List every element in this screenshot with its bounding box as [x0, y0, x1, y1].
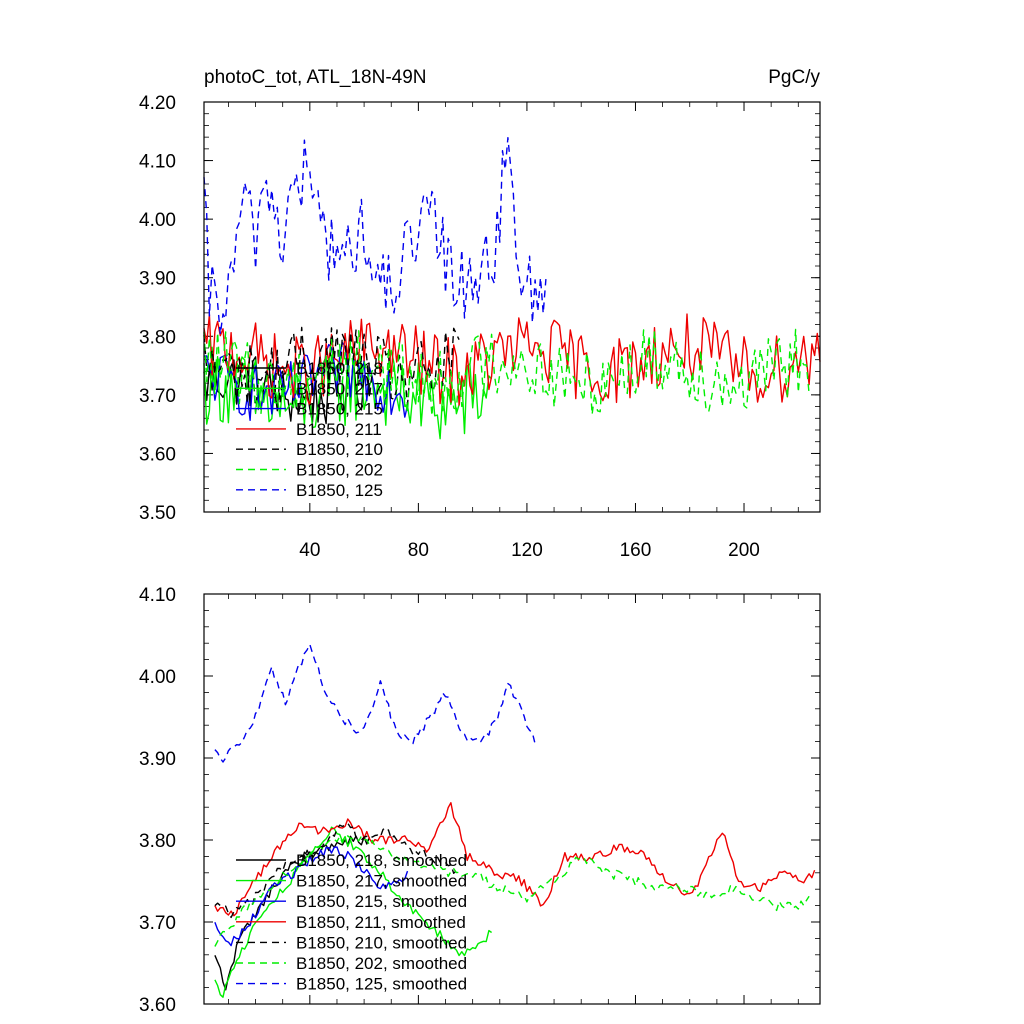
- y-tick-label: 3.80: [139, 327, 176, 348]
- x-tick-label: 40: [299, 540, 320, 561]
- legend-label-b1850-210: B1850, 210: [296, 440, 383, 459]
- bottom-legend: B1850, 218, smoothed B1850, 217, smoothed…: [236, 851, 467, 994]
- x-tick-label: 80: [408, 540, 429, 561]
- series-line-b1850-125-smoothed: [214, 643, 536, 763]
- series-line-b1850-215: [203, 342, 409, 421]
- x-tick-label: 200: [728, 540, 760, 561]
- x-tick-label: 120: [511, 540, 543, 561]
- legend-label-b1850-202-smoothed: B1850, 202, smoothed: [296, 954, 467, 973]
- bottom-panel: 3.60 3.70 3.80 3.90 4.00 4.10 B1850, 218, smo…: [139, 585, 821, 1016]
- series-line-b1850-210-smoothed: [214, 822, 460, 919]
- series-line-b1850-202: [203, 328, 810, 417]
- y-tick-label: 3.90: [139, 749, 176, 770]
- legend-label-b1850-125-smoothed: B1850, 125, smoothed: [296, 975, 467, 994]
- top-plot-frame: [203, 101, 821, 513]
- x-tick-label: 160: [620, 540, 652, 561]
- y-tick-label: 3.80: [139, 831, 176, 852]
- bottom-series-lines: [214, 643, 816, 998]
- y-tick-label: 3.50: [139, 503, 176, 524]
- legend-label-b1850-215: B1850, 215: [296, 400, 383, 419]
- y-tick-label: 3.60: [139, 444, 176, 465]
- y-tick-label: 3.70: [139, 913, 176, 934]
- legend-label-b1850-210-smoothed: B1850, 210, smoothed: [296, 933, 467, 952]
- chart-title: photoC_tot, ATL_18N-49N: [204, 67, 427, 88]
- legend-label-b1850-217: B1850, 217: [296, 379, 383, 398]
- series-line-b1850-218: [203, 356, 371, 425]
- bottom-axis-ticks: 3.60 3.70 3.80 3.90 4.00 4.10: [139, 585, 820, 1016]
- series-line-b1850-215-smoothed: [214, 846, 409, 947]
- series-line-b1850-211: [203, 313, 821, 406]
- y-tick-label: 4.10: [139, 152, 176, 173]
- legend-label-b1850-218-smoothed: B1850, 218, smoothed: [296, 851, 467, 870]
- y-tick-label: 3.70: [139, 386, 176, 407]
- y-tick-label: 4.00: [139, 210, 176, 231]
- legend-label-b1850-217-smoothed: B1850, 217, smoothed: [296, 872, 467, 891]
- series-line-b1850-210: [203, 326, 460, 413]
- top-series-lines: [203, 137, 821, 440]
- legend-label-b1850-211-smoothed: B1850, 211, smoothed: [296, 913, 466, 932]
- top-panel: photoC_tot, ATL_18N-49N PgC/y 3.503.603.…: [139, 67, 821, 561]
- legend-label-b1850-202: B1850, 202: [296, 461, 383, 480]
- top-axis-ticks: 3.50 3.60 3.70 3.80 3.90 4.00 4.10 4.20 40 80 120 1…: [139, 93, 820, 561]
- series-line-b1850-211-smoothed: [214, 802, 816, 917]
- legend-label-b1850-215-smoothed: B1850, 215, smoothed: [296, 892, 467, 911]
- legend-label-b1850-125: B1850, 125: [296, 481, 383, 500]
- legend-label-b1850-211: B1850, 211: [296, 420, 382, 439]
- y-tick-label: 4.00: [139, 667, 176, 688]
- y-tick-label: 4.20: [139, 93, 176, 114]
- series-line-b1850-202-smoothed: [214, 835, 810, 947]
- series-line-b1850-125: [203, 137, 547, 335]
- bottom-plot-frame: [203, 593, 821, 1005]
- y-tick-label: 3.60: [139, 995, 176, 1016]
- legend-label-b1850-218: B1850, 218: [296, 359, 383, 378]
- y-tick-label: 3.90: [139, 269, 176, 290]
- y-tick-label: 4.10: [139, 585, 176, 606]
- chart-units: PgC/y: [768, 67, 820, 88]
- series-line-b1850-217-smoothed: [214, 826, 493, 998]
